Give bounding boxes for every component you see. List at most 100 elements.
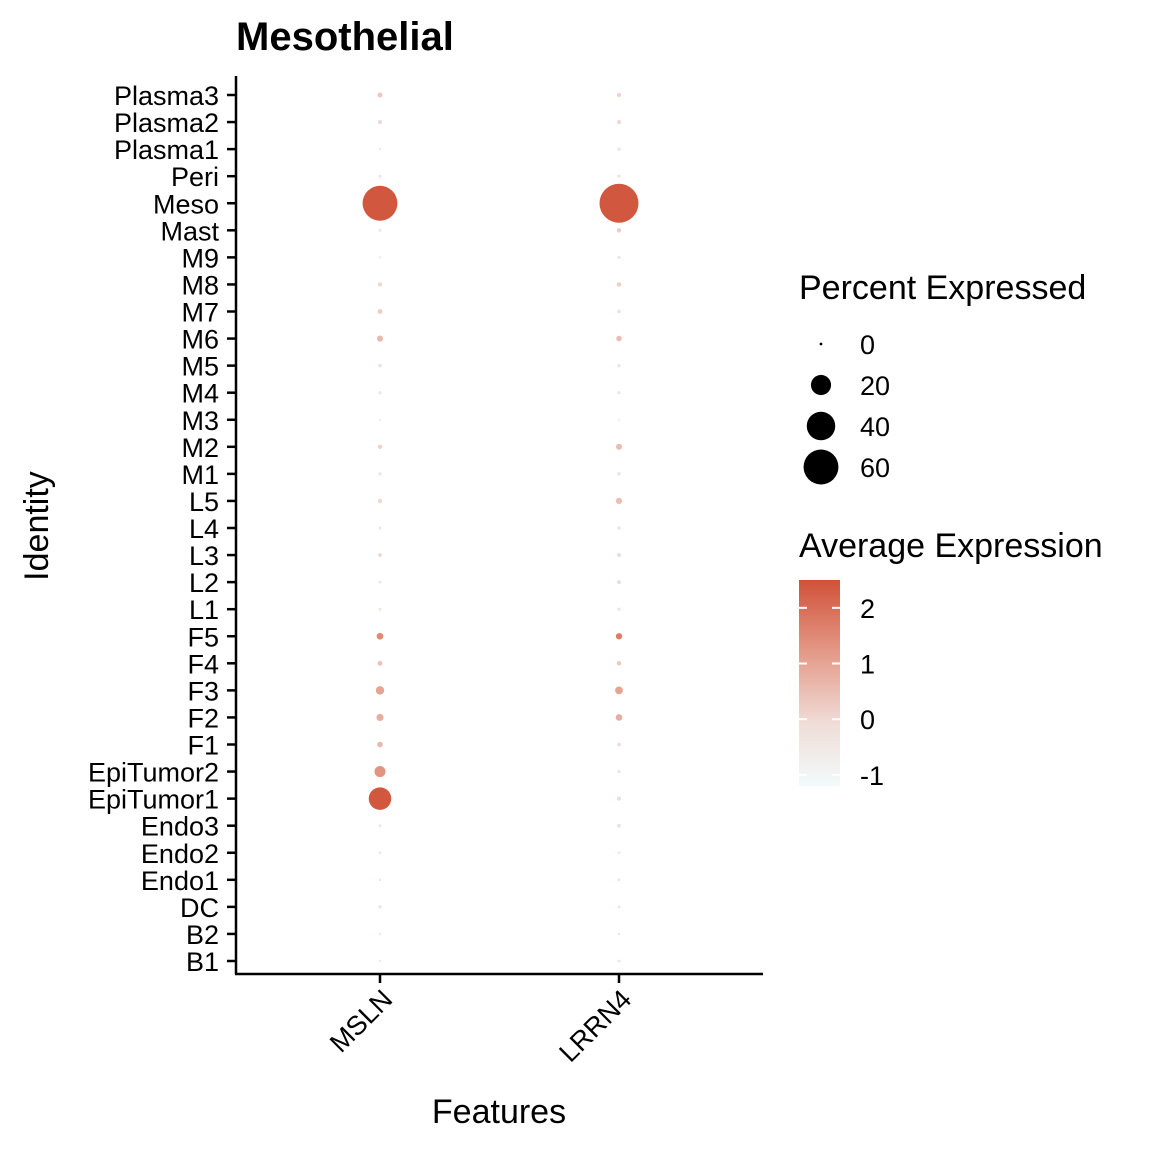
data-point xyxy=(378,228,382,232)
data-point xyxy=(616,335,622,342)
data-point xyxy=(615,633,623,640)
data-point xyxy=(362,185,398,221)
data-point xyxy=(378,418,382,421)
y-tick-label: F1 xyxy=(187,731,219,761)
color-legend-ticks: 2 1 0 -1 xyxy=(799,594,884,791)
data-point xyxy=(378,391,382,395)
data-point xyxy=(377,309,383,314)
y-tick-label: Endo3 xyxy=(141,812,219,842)
y-tick-label: EpiTumor2 xyxy=(88,758,219,788)
data-point xyxy=(378,363,382,368)
data-point xyxy=(378,932,382,936)
data-point xyxy=(616,661,622,666)
color-legend-title: Average Expression xyxy=(799,527,1103,565)
size-legend-dot xyxy=(819,342,823,346)
color-legend-label: 2 xyxy=(860,594,875,624)
y-tick-label: L1 xyxy=(189,595,219,625)
x-tick-label: MSLN xyxy=(324,984,398,1058)
data-point xyxy=(615,443,623,450)
data-point xyxy=(617,823,621,828)
plot-area: B1B2DCEndo1Endo2Endo3EpiTumor1EpiTumor2F… xyxy=(88,76,763,1068)
size-legend-items: 0 20 40 60 xyxy=(803,330,890,485)
data-point xyxy=(617,309,621,314)
data-point xyxy=(378,147,382,151)
y-tick-label: L2 xyxy=(189,568,219,598)
data-point xyxy=(617,769,621,774)
data-point xyxy=(376,713,384,721)
color-legend-bar xyxy=(799,580,840,786)
data-point xyxy=(378,526,382,530)
y-tick-label: Endo1 xyxy=(141,866,219,896)
y-tick-label: DC xyxy=(180,893,219,923)
y-tick-label: M4 xyxy=(181,379,219,409)
data-point xyxy=(617,418,621,421)
data-point xyxy=(378,607,382,611)
size-legend: Percent Expressed 0 20 40 60 xyxy=(799,269,1086,485)
size-legend-label: 0 xyxy=(860,330,875,360)
data-point xyxy=(378,959,382,963)
size-legend-label: 20 xyxy=(860,371,890,401)
data-point xyxy=(376,335,384,342)
data-point xyxy=(617,147,621,151)
data-point xyxy=(374,766,386,778)
data-point xyxy=(616,228,622,233)
color-legend-label: 0 xyxy=(860,705,875,735)
size-legend-label: 60 xyxy=(860,453,890,483)
y-tick-label: EpiTumor1 xyxy=(88,785,219,815)
data-point xyxy=(378,878,382,882)
size-legend-dot xyxy=(810,374,832,396)
data-point xyxy=(616,796,622,801)
data-point xyxy=(375,686,385,695)
data-point xyxy=(616,92,622,98)
dots-layer xyxy=(362,92,639,963)
data-point xyxy=(378,472,382,476)
data-point xyxy=(378,174,382,178)
y-tick-label: L4 xyxy=(189,514,219,544)
size-legend-dot xyxy=(806,411,836,441)
y-tick-label: M6 xyxy=(181,325,219,355)
y-axis-title: Identity xyxy=(18,471,56,581)
y-tick-label: B1 xyxy=(186,947,219,977)
data-point xyxy=(377,120,383,125)
data-point xyxy=(377,92,383,98)
y-tick-label: Endo2 xyxy=(141,839,219,869)
y-tick-label: M5 xyxy=(181,352,219,382)
size-legend-label: 40 xyxy=(860,412,890,442)
y-tick-label: F3 xyxy=(187,676,219,706)
data-point xyxy=(378,905,382,909)
y-tick-label: Meso xyxy=(153,189,219,219)
y-tick-label: F4 xyxy=(187,649,219,679)
data-point xyxy=(617,742,621,747)
x-axis-ticks: MSLN LRRN4 xyxy=(324,974,637,1068)
y-tick-label: Plasma2 xyxy=(114,108,219,138)
chart-title: Mesothelial xyxy=(236,15,454,59)
data-point xyxy=(377,660,383,666)
data-point xyxy=(368,787,392,810)
data-point xyxy=(616,120,622,125)
color-legend-label: -1 xyxy=(860,761,884,791)
y-tick-label: M8 xyxy=(181,270,219,300)
data-point xyxy=(617,255,621,259)
y-tick-label: Peri xyxy=(171,162,219,192)
color-legend: Average Expression 2 1 0 -1 xyxy=(799,527,1103,791)
data-point xyxy=(617,851,621,855)
data-point xyxy=(377,444,383,450)
data-point xyxy=(616,553,622,558)
data-point xyxy=(616,580,622,585)
size-legend-title: Percent Expressed xyxy=(799,269,1086,307)
y-tick-label: Mast xyxy=(160,216,219,246)
color-legend-label: 1 xyxy=(860,650,875,680)
y-tick-label: M1 xyxy=(181,460,219,490)
data-point xyxy=(377,498,383,504)
y-tick-label: Plasma3 xyxy=(114,81,219,111)
data-point xyxy=(616,282,622,287)
y-tick-label: L3 xyxy=(189,541,219,571)
y-tick-label: B2 xyxy=(186,920,219,950)
y-tick-label: F5 xyxy=(187,622,219,652)
y-tick-label: M2 xyxy=(181,433,219,463)
data-point xyxy=(378,580,382,584)
y-axis-ticks: B1B2DCEndo1Endo2Endo3EpiTumor1EpiTumor2F… xyxy=(88,81,236,977)
y-tick-label: L5 xyxy=(189,487,219,517)
data-point xyxy=(617,364,621,368)
data-point xyxy=(376,632,384,640)
